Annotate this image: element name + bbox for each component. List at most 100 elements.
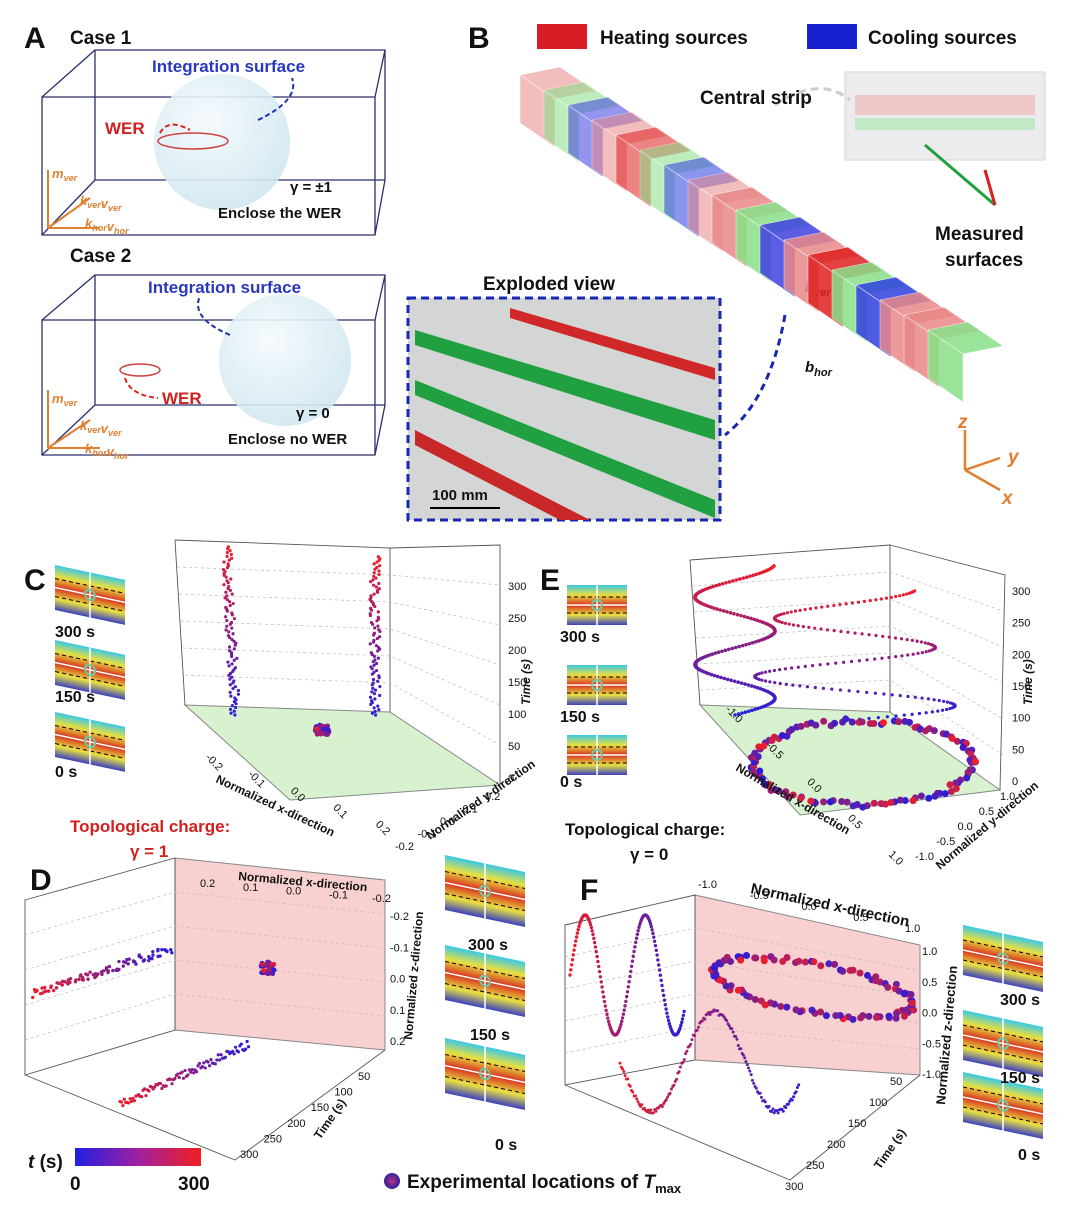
trajectory-dot: [682, 1009, 686, 1014]
trajectory-dot: [942, 730, 950, 738]
tmax: [479, 884, 491, 898]
trajectory-dot: [622, 1070, 626, 1074]
trajectory-dot: [232, 658, 236, 662]
grid: [564, 1026, 921, 1054]
trajectory-dot: [170, 1082, 174, 1086]
trajectory-dot: [324, 726, 330, 732]
trajectory-dot: [636, 928, 640, 933]
trajectory-dot: [858, 718, 866, 726]
trajectory-dot: [743, 1056, 747, 1060]
trajectory-dot: [794, 1090, 798, 1094]
trajectory-dot: [677, 1070, 681, 1074]
trajectory-dot: [730, 646, 734, 651]
panel-letter: C: [24, 564, 46, 597]
trajectory-dot: [755, 686, 760, 690]
grid: [691, 571, 1004, 612]
trajectory-dot: [227, 664, 231, 668]
trajectory-dot: [225, 624, 229, 628]
trajectory-dot: [666, 1095, 670, 1099]
trajectory-dot: [936, 709, 940, 713]
trajectory-dot: [798, 608, 802, 612]
trajectory-dot: [745, 1063, 749, 1067]
trajectory-dot: [574, 939, 578, 943]
trajectory-dot: [788, 1099, 792, 1103]
trajectory-dot: [44, 989, 48, 993]
label: v: [107, 444, 115, 459]
trajectory-dot: [600, 985, 604, 989]
trajectory-dot: [661, 988, 665, 993]
trajectory-dot: [170, 951, 174, 955]
trajectory-dot: [190, 1067, 194, 1072]
trajectory-dot: [371, 681, 375, 685]
trajectory-dot: [151, 949, 155, 954]
trajectory-dot: [628, 1084, 632, 1088]
tick-label: 1.0: [922, 946, 937, 958]
trajectory-dot: [732, 679, 737, 684]
trajectory-dot: [119, 1100, 124, 1104]
trajectory-dot: [129, 1099, 134, 1103]
trajectory-dot: [372, 638, 376, 642]
trajectory-dot: [668, 1091, 672, 1095]
trajectory-dot: [648, 1111, 652, 1115]
label: hor: [114, 226, 129, 236]
trajectory-dot: [183, 1068, 187, 1073]
grid: [697, 652, 1004, 720]
trajectory-dot: [752, 617, 756, 622]
tick-label: 0.2: [373, 819, 392, 838]
trajectory-dot: [787, 622, 791, 626]
trajectory-dot: [739, 1047, 743, 1051]
trajectory-dot: [817, 1008, 825, 1016]
trajectory-dot: [376, 679, 380, 683]
trajectory-dot: [822, 1012, 830, 1020]
trajectory-dot: [107, 964, 112, 969]
trajectory-dot: [591, 932, 595, 937]
trajectory-dot: [817, 962, 825, 970]
trajectory-dot: [648, 922, 653, 926]
trajectory-dot: [947, 788, 955, 796]
trajectory-dot: [604, 1008, 608, 1013]
trajectory-dot: [910, 638, 914, 642]
trajectory-dot: [838, 797, 846, 805]
trajectory-dot: [763, 1100, 767, 1104]
tmax: [997, 1037, 1009, 1050]
trajectory-dot: [750, 708, 754, 713]
trajectory-dot: [371, 578, 375, 582]
trajectory-dot: [900, 654, 904, 658]
trajectory-dot: [726, 957, 734, 965]
trajectory-dot: [224, 605, 228, 609]
trajectory-dot: [54, 986, 59, 990]
trajectory-dot: [908, 999, 916, 1007]
legend-label: Heating sources: [600, 28, 748, 49]
trajectory-dot: [830, 687, 834, 691]
trajectory-dot: [760, 742, 768, 750]
trajectory-dot: [786, 1102, 790, 1106]
strip-illustration: [774, 71, 1046, 207]
trajectory-dot: [649, 1108, 653, 1112]
trajectory-dot: [791, 683, 795, 687]
trajectory-dot: [948, 701, 953, 705]
axis-label: khorvhor: [85, 216, 129, 236]
trajectory-dot: [588, 922, 593, 927]
trajectory-dot: [230, 675, 234, 679]
trajectory-dot: [164, 948, 168, 953]
trajectory-dot: [222, 583, 226, 587]
trajectory-dot: [700, 1019, 704, 1023]
trajectory-dot: [873, 657, 877, 661]
grid: [693, 598, 1004, 648]
trajectory-dot: [792, 1095, 796, 1099]
tick-label: 150: [508, 677, 526, 689]
trajectory-dot: [695, 1028, 699, 1032]
trajectory-dot: [898, 594, 902, 598]
tmax: [997, 952, 1009, 965]
tmax: [997, 1099, 1009, 1112]
heatmap-thumbnail: [55, 565, 125, 625]
trajectory-dot: [778, 681, 782, 686]
trajectory-dot: [759, 775, 767, 783]
trajectory-dot: [653, 943, 658, 948]
trajectory-dot: [898, 694, 902, 698]
label: Enclose the WER: [218, 205, 342, 222]
trajectory-dot: [838, 603, 842, 607]
tick-label: 0.0: [802, 901, 817, 913]
trajectory-dot: [853, 631, 857, 635]
trajectory-dot: [222, 560, 226, 564]
